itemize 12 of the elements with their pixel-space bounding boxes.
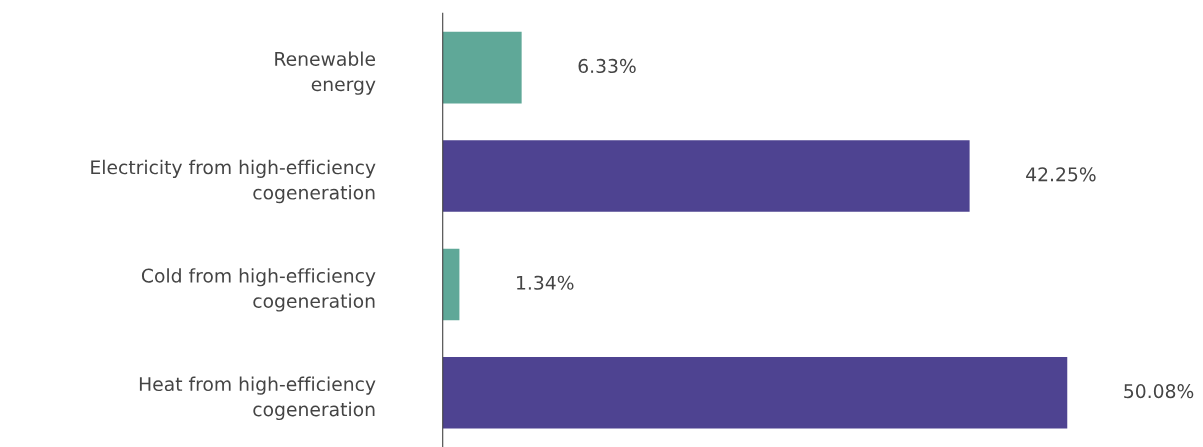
y-tick-label: Electricity from high-efficiency cogeneration xyxy=(91,159,376,204)
data-label: 6.33% xyxy=(578,58,636,74)
bar xyxy=(442,140,970,212)
y-tick-label: Renewable energy xyxy=(275,51,376,95)
bar xyxy=(442,31,522,104)
bar xyxy=(442,357,1068,429)
y-tick-label: Cold from high-efficiency cogeneration xyxy=(141,268,376,312)
data-label: 42.25% xyxy=(1026,167,1096,182)
data-label: 1.34% xyxy=(517,275,574,290)
bar xyxy=(442,248,460,321)
y-tick-label: Heat from high-efficiency cogeneration xyxy=(139,376,376,421)
data-label: 50.08% xyxy=(1124,384,1194,399)
